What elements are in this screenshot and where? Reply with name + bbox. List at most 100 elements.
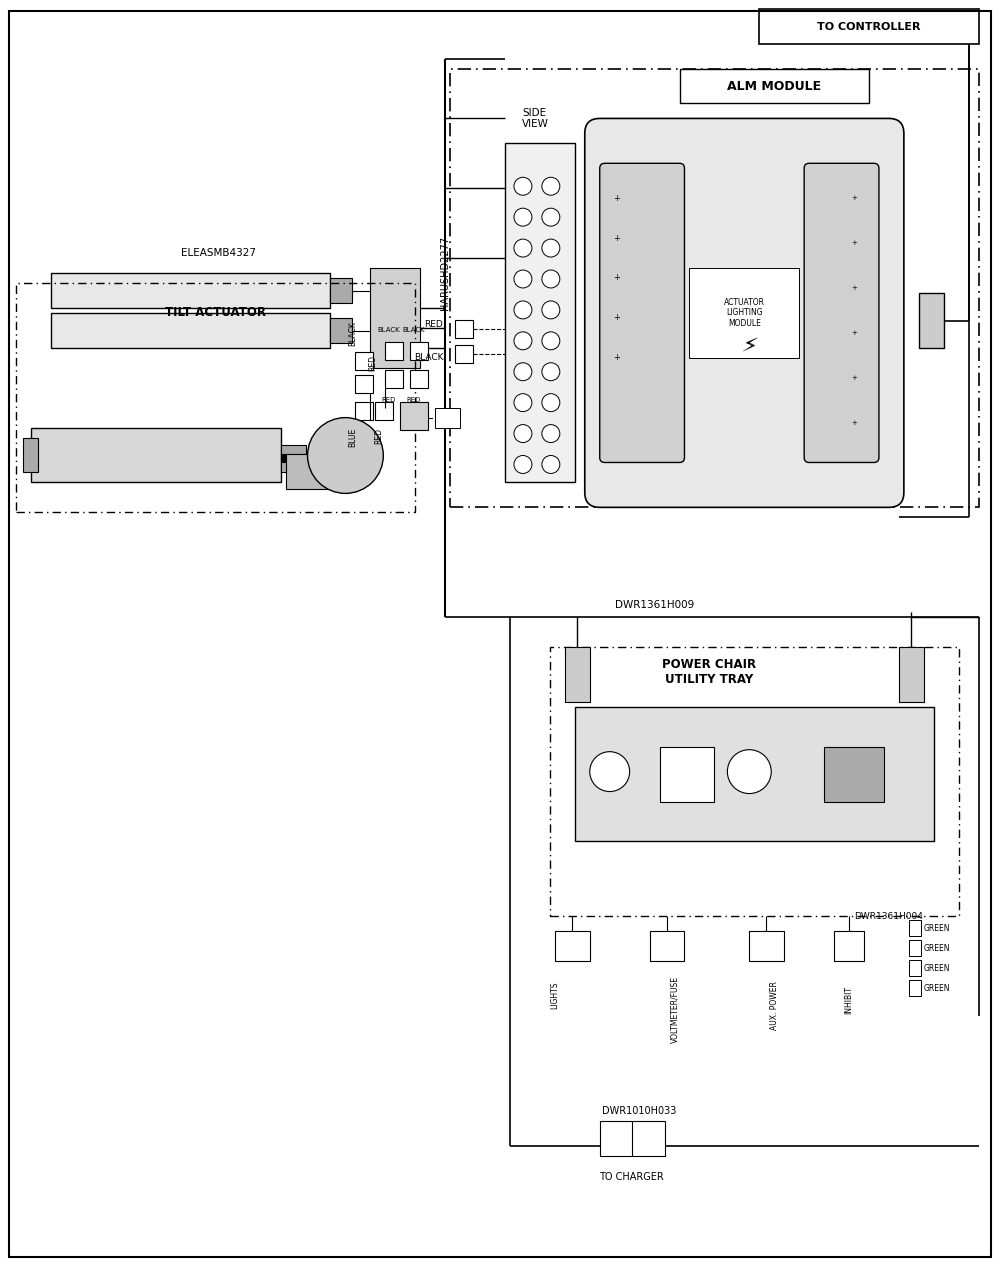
Text: BLACK: BLACK: [377, 327, 400, 333]
Text: +: +: [613, 233, 620, 242]
Bar: [689, 269, 799, 357]
Circle shape: [514, 302, 532, 319]
Circle shape: [590, 751, 630, 792]
Bar: [600, 1120, 665, 1156]
Bar: [505, 143, 575, 483]
Bar: [16, 283, 415, 512]
Text: +: +: [613, 313, 620, 322]
Text: DWR1361H004: DWR1361H004: [854, 912, 923, 921]
Text: HARUSHD2277: HARUSHD2277: [440, 236, 450, 310]
Text: GREEN: GREEN: [924, 964, 950, 973]
Bar: [909, 981, 921, 996]
Text: BLACK: BLACK: [348, 321, 357, 346]
Bar: [919, 293, 944, 348]
Text: GREEN: GREEN: [924, 924, 950, 933]
Bar: [909, 960, 921, 976]
Bar: [759, 9, 979, 43]
Text: TO CONTROLLER: TO CONTROLLER: [817, 22, 921, 32]
Text: SIDE
VIEW: SIDE VIEW: [521, 108, 548, 129]
Text: BLACK: BLACK: [402, 327, 425, 333]
Bar: [355, 402, 373, 419]
Bar: [899, 647, 924, 702]
Bar: [680, 68, 869, 104]
Text: BLACK: BLACK: [414, 353, 443, 362]
Text: +: +: [613, 353, 620, 362]
Text: RED: RED: [368, 355, 377, 371]
Bar: [565, 647, 590, 702]
Text: RED: RED: [406, 397, 420, 403]
Bar: [455, 319, 473, 338]
Circle shape: [727, 750, 771, 793]
Text: AUX. POWER: AUX. POWER: [770, 981, 779, 1030]
Text: +: +: [851, 285, 857, 291]
Bar: [909, 920, 921, 936]
Text: +: +: [851, 375, 857, 380]
Bar: [909, 940, 921, 957]
Circle shape: [514, 239, 532, 257]
Circle shape: [308, 418, 383, 493]
Bar: [450, 68, 979, 507]
Circle shape: [514, 456, 532, 474]
Text: RED: RED: [424, 321, 443, 329]
Bar: [330, 277, 352, 303]
Text: +: +: [851, 419, 857, 426]
Text: +: +: [613, 274, 620, 283]
Text: ⚡: ⚡: [740, 337, 759, 359]
Text: DWR1010H033: DWR1010H033: [602, 1106, 677, 1116]
Text: +: +: [613, 194, 620, 203]
Text: POWER CHAIR
UTILITY TRAY: POWER CHAIR UTILITY TRAY: [662, 658, 756, 685]
Text: VOLTMETER/FUSE: VOLTMETER/FUSE: [670, 976, 679, 1043]
Bar: [286, 455, 340, 489]
Circle shape: [542, 302, 560, 319]
Bar: [410, 370, 428, 388]
Text: DWR1361H009: DWR1361H009: [615, 601, 694, 611]
Bar: [650, 931, 684, 962]
Bar: [51, 272, 330, 308]
Text: +: +: [851, 195, 857, 201]
Circle shape: [514, 177, 532, 195]
Text: GREEN: GREEN: [924, 983, 950, 992]
Text: +: +: [851, 239, 857, 246]
Circle shape: [542, 456, 560, 474]
Bar: [355, 375, 373, 393]
Bar: [385, 342, 403, 360]
Bar: [375, 402, 393, 419]
Text: TILT ACTUATOR: TILT ACTUATOR: [165, 307, 266, 319]
Bar: [330, 318, 352, 343]
Bar: [749, 931, 784, 962]
FancyBboxPatch shape: [804, 163, 879, 462]
Circle shape: [514, 362, 532, 380]
Bar: [660, 746, 714, 802]
Bar: [51, 313, 330, 348]
Circle shape: [542, 239, 560, 257]
Text: ELEASMB4327: ELEASMB4327: [181, 248, 256, 258]
Circle shape: [542, 177, 560, 195]
Circle shape: [542, 332, 560, 350]
Bar: [455, 345, 473, 362]
Bar: [31, 427, 281, 483]
Text: +: +: [851, 329, 857, 336]
Circle shape: [542, 424, 560, 442]
Bar: [281, 455, 330, 462]
Circle shape: [542, 394, 560, 412]
FancyBboxPatch shape: [600, 163, 684, 462]
Circle shape: [514, 394, 532, 412]
Bar: [410, 342, 428, 360]
Circle shape: [514, 270, 532, 288]
Bar: [400, 402, 428, 430]
Text: INHIBIT: INHIBIT: [845, 986, 854, 1014]
Bar: [834, 931, 864, 962]
Bar: [281, 445, 306, 473]
Bar: [555, 931, 590, 962]
Circle shape: [542, 270, 560, 288]
Circle shape: [514, 208, 532, 226]
Text: ALM MODULE: ALM MODULE: [727, 80, 821, 92]
Circle shape: [542, 208, 560, 226]
Text: TO CHARGER: TO CHARGER: [599, 1172, 664, 1182]
Bar: [550, 647, 959, 916]
Text: RED: RED: [381, 397, 395, 403]
Text: RED: RED: [374, 427, 383, 443]
Circle shape: [542, 362, 560, 380]
Bar: [575, 707, 934, 841]
Circle shape: [514, 332, 532, 350]
